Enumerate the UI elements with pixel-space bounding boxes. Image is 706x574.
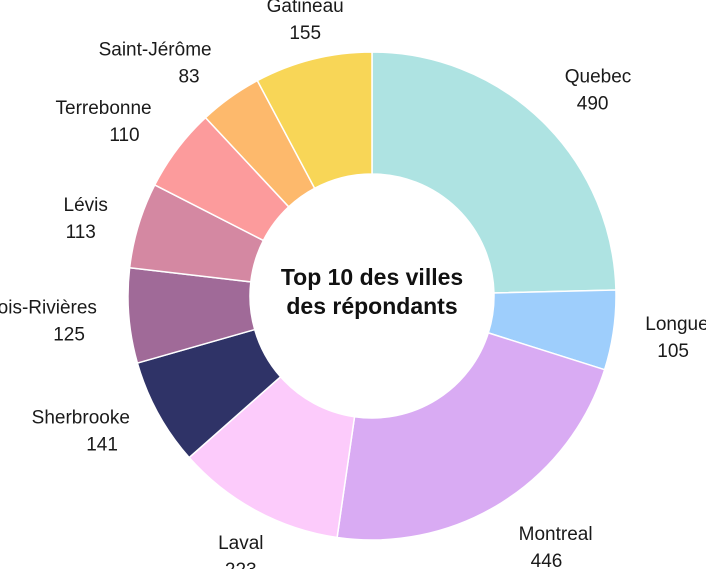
slice-label-longueuil: Longueuil xyxy=(645,314,706,335)
slice-label-sherbrooke: Sherbrooke xyxy=(32,408,130,429)
chart-title-line-1: Top 10 des villes xyxy=(281,264,463,290)
slice-label-levis: Lévis xyxy=(64,195,108,216)
slice-quebec xyxy=(371,51,617,294)
slice-value-laval: 223 xyxy=(225,560,257,569)
slice-label-laval: Laval xyxy=(218,533,263,554)
slice-value-saint-jerome: 83 xyxy=(178,66,199,87)
slice-label-montreal: Montreal xyxy=(519,524,593,545)
slice-gatineau xyxy=(256,51,373,190)
slice-value-trois-rivieres: 125 xyxy=(53,324,85,345)
slice-label-terrebonne: Terrebonne xyxy=(56,98,152,119)
slice-label-quebec: Quebec xyxy=(565,66,632,87)
slice-value-terrebonne: 110 xyxy=(109,125,139,146)
slice-value-gatineau: 155 xyxy=(289,23,321,44)
slice-value-longueuil: 105 xyxy=(657,341,689,362)
slice-value-sherbrooke: 141 xyxy=(86,435,118,456)
slice-label-trois-rivieres: Trois-Rivières xyxy=(0,297,97,318)
slice-label-gatineau: Gatineau xyxy=(267,0,344,17)
slice-value-montreal: 446 xyxy=(531,551,563,569)
chart-title-line-2: des répondants xyxy=(286,293,457,319)
slice-label-saint-jerome: Saint-Jérôme xyxy=(99,39,212,60)
slice-montreal xyxy=(336,331,606,541)
slices-layer xyxy=(127,51,617,541)
slice-value-levis: 113 xyxy=(66,222,96,243)
slice-value-quebec: 490 xyxy=(577,93,609,114)
